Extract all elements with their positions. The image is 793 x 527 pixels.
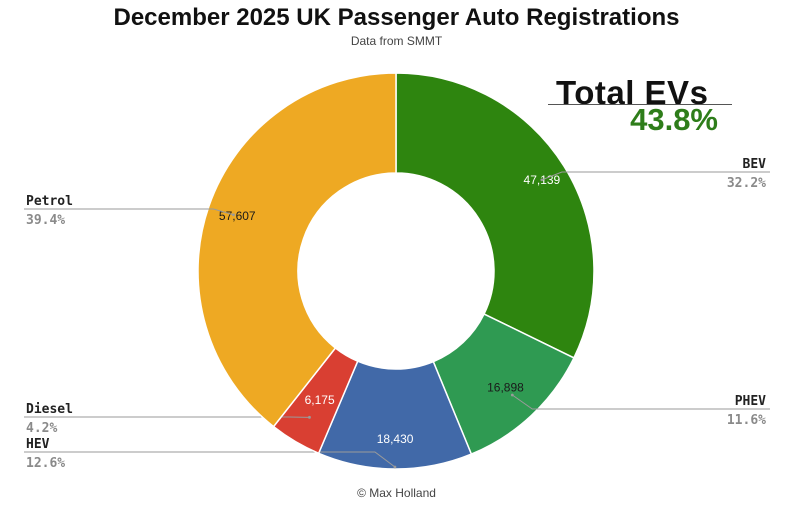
chart-title: December 2025 UK Passenger Auto Registra… [113,4,680,31]
leader-line-hev [24,451,396,468]
chart-subtitle: Data from SMMT [350,34,443,48]
value-label-petrol: 57,607 [219,209,256,223]
percent-label-petrol: 39.4% [26,213,65,228]
leader-line-phev [512,394,770,410]
total-evs-value: 43.8% [630,102,718,137]
category-label-petrol: Petrol [26,194,73,209]
percent-label-bev: 32.2% [727,176,766,191]
percent-label-hev: 12.6% [26,456,65,471]
total-evs-underline [548,104,732,105]
leader-dot-hev [393,465,397,469]
leader-dot-petrol [232,213,235,217]
leader-dot-bev [540,178,544,182]
leader-dot-diesel [308,415,311,419]
credit-text: © Max Holland [357,486,436,500]
percent-label-diesel: 4.2% [26,421,57,436]
slice-petrol [197,72,397,428]
leader-line-bev [541,171,770,181]
percent-label-phev: 11.6% [727,413,766,428]
leader-line-petrol [24,208,234,216]
leader-dot-phev [510,393,514,397]
slice-bev [395,72,595,359]
category-label-hev: HEV [26,437,50,452]
value-label-diesel: 6,175 [305,393,335,407]
category-label-bev: BEV [743,157,767,172]
category-label-diesel: Diesel [26,402,73,417]
value-label-hev: 18,430 [377,432,414,446]
value-label-phev: 16,898 [487,381,524,395]
category-label-phev: PHEV [735,394,766,409]
